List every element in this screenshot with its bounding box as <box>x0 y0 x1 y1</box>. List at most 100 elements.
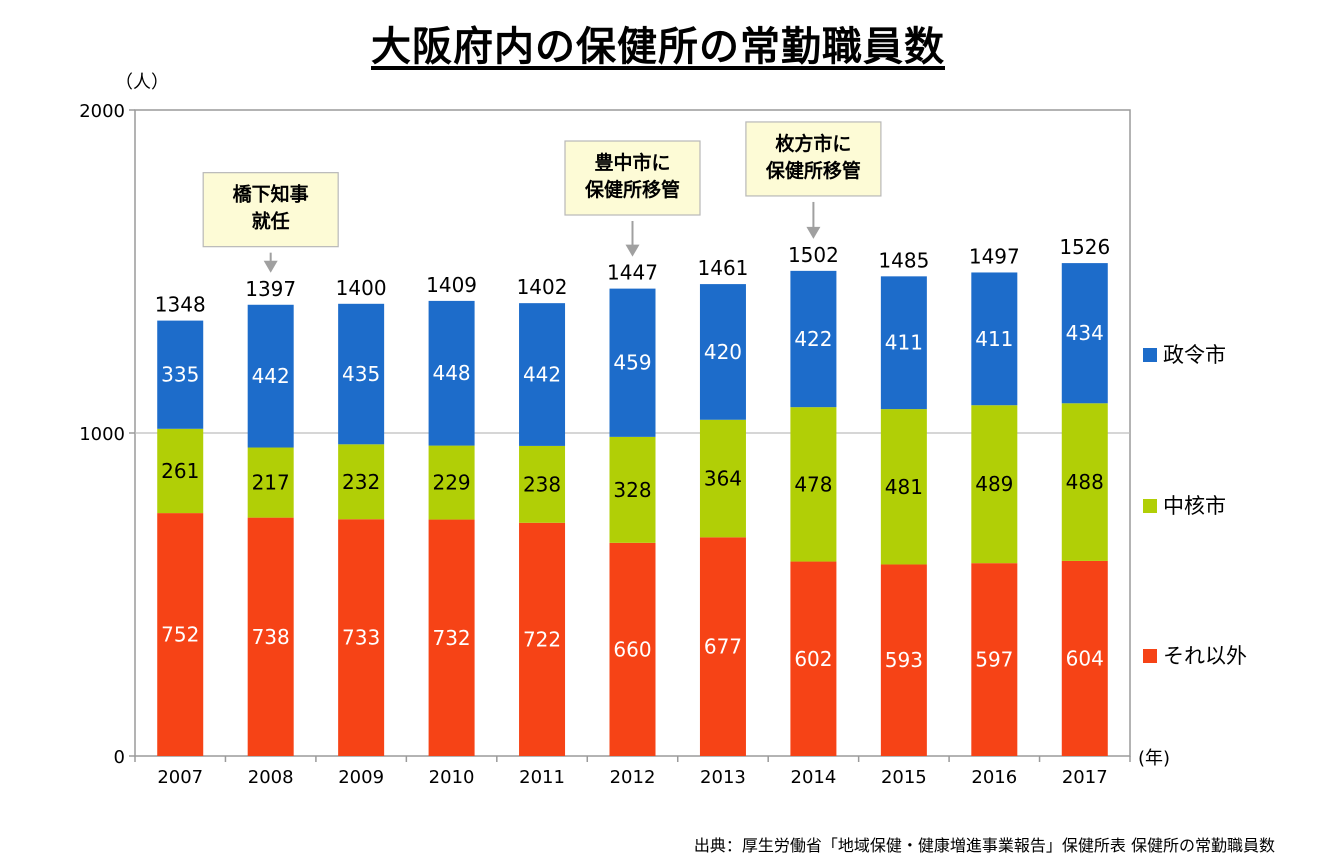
x-tick-label: 2011 <box>519 767 565 788</box>
annotation-text: 豊中市に <box>594 151 670 174</box>
data-label: 434 <box>1066 321 1104 345</box>
bar-segment <box>247 304 294 448</box>
bar-segment <box>699 284 746 420</box>
x-tick-label: 2016 <box>971 767 1017 788</box>
axis-layer: 0 1000 2000 （人） (年) 2007 2008 2009 2010 2011 2012 2… <box>79 72 1170 788</box>
bar-segment <box>338 303 385 445</box>
data-label: 593 <box>885 648 923 672</box>
data-label: 238 <box>523 472 561 496</box>
legend-label: 政令市 <box>1163 343 1226 367</box>
total-label: 1447 <box>607 261 658 285</box>
x-tick-label: 2010 <box>429 767 475 788</box>
x-tick-label: 2012 <box>610 767 656 788</box>
bar-segment <box>699 537 746 756</box>
total-label: 1402 <box>517 275 568 299</box>
total-label: 1526 <box>1059 235 1110 259</box>
legend-label: 中核市 <box>1163 494 1226 518</box>
bar-segment <box>609 436 656 543</box>
bar-segment <box>338 444 385 520</box>
legend-swatch <box>1143 499 1157 513</box>
annotation-text: 就任 <box>252 210 290 233</box>
data-label: 732 <box>432 626 470 650</box>
data-label: 232 <box>342 470 380 494</box>
bars-layer <box>157 263 1108 756</box>
legend-label: それ以外 <box>1163 644 1247 668</box>
bar-segment <box>247 447 294 518</box>
labels-layer: 752 261 335 1348 738 217 442 1397 733 232 435 1400 7… <box>155 235 1110 672</box>
bar-segment <box>1061 263 1108 404</box>
annotation-arrow-head <box>263 260 278 273</box>
y-tick-label: 0 <box>114 747 125 768</box>
bar-segment <box>428 519 475 756</box>
data-label: 335 <box>161 363 199 387</box>
bar-segment <box>609 288 656 437</box>
x-unit-label: (年) <box>1138 748 1170 769</box>
bar-segment <box>790 407 837 562</box>
bar-segment <box>428 300 475 446</box>
data-label: 489 <box>975 472 1013 496</box>
annotation-text: 保健所移管 <box>765 159 861 182</box>
total-label: 1485 <box>878 248 929 272</box>
x-tick-label: 2009 <box>338 767 384 788</box>
data-label: 411 <box>885 331 923 355</box>
x-tick-label: 2007 <box>157 767 203 788</box>
data-label: 722 <box>523 627 561 651</box>
total-label: 1400 <box>336 276 387 300</box>
bar-segment <box>971 563 1018 756</box>
bar-segment <box>609 542 656 756</box>
bar-segment <box>880 409 927 565</box>
bar-segment <box>519 303 566 446</box>
total-label: 1461 <box>698 256 749 280</box>
bar-segment <box>790 270 837 408</box>
total-label: 1348 <box>155 293 206 317</box>
data-label: 420 <box>704 340 742 364</box>
data-label: 229 <box>432 471 470 495</box>
data-label: 602 <box>794 647 832 671</box>
data-label: 660 <box>613 637 651 661</box>
data-label: 677 <box>704 635 742 659</box>
annotation-arrow-head <box>625 244 640 257</box>
bar-segment <box>519 445 566 523</box>
x-tick-label: 2008 <box>248 767 294 788</box>
bar-segment <box>428 445 475 520</box>
annotation-text: 橋下知事 <box>233 183 309 206</box>
bar-segment <box>519 522 566 756</box>
y-unit-label: （人） <box>115 72 169 93</box>
legend-swatch <box>1143 649 1157 663</box>
bar-segment <box>880 276 927 410</box>
x-tick-label: 2015 <box>881 767 927 788</box>
annotation-box <box>202 172 339 248</box>
total-label: 1409 <box>426 273 477 297</box>
x-tick-label: 2014 <box>791 767 837 788</box>
annotation-text: 保健所移管 <box>584 178 680 201</box>
total-label: 1497 <box>969 244 1020 268</box>
data-label: 435 <box>342 362 380 386</box>
bar-segment <box>880 564 927 756</box>
bar-segment <box>699 419 746 538</box>
annotation-box <box>564 140 701 216</box>
chart-title: 大阪府内の保健所の常勤職員数 <box>371 24 945 70</box>
bar-segment <box>157 320 204 429</box>
data-label: 481 <box>885 475 923 499</box>
bar-segment <box>971 405 1018 564</box>
bar-segment <box>971 272 1018 406</box>
data-label: 261 <box>161 459 199 483</box>
legend-swatch <box>1143 348 1157 362</box>
chart-source: 出典：厚生労働省「地域保健・健康増進事業報告」保健所表 保健所の常勤職員数 <box>693 836 1275 855</box>
bar-segment <box>247 517 294 756</box>
bar-segment <box>1061 560 1108 756</box>
data-label: 478 <box>794 472 832 496</box>
annotation-arrow-head <box>806 226 821 239</box>
bar-segment <box>790 561 837 756</box>
data-label: 442 <box>252 364 290 388</box>
data-label: 604 <box>1066 646 1104 670</box>
data-label: 448 <box>432 361 470 385</box>
data-label: 738 <box>252 625 290 649</box>
data-label: 733 <box>342 626 380 650</box>
bar-segment <box>338 519 385 756</box>
bar-segment <box>157 513 204 756</box>
data-label: 459 <box>613 351 651 375</box>
x-tick-label: 2017 <box>1062 767 1108 788</box>
